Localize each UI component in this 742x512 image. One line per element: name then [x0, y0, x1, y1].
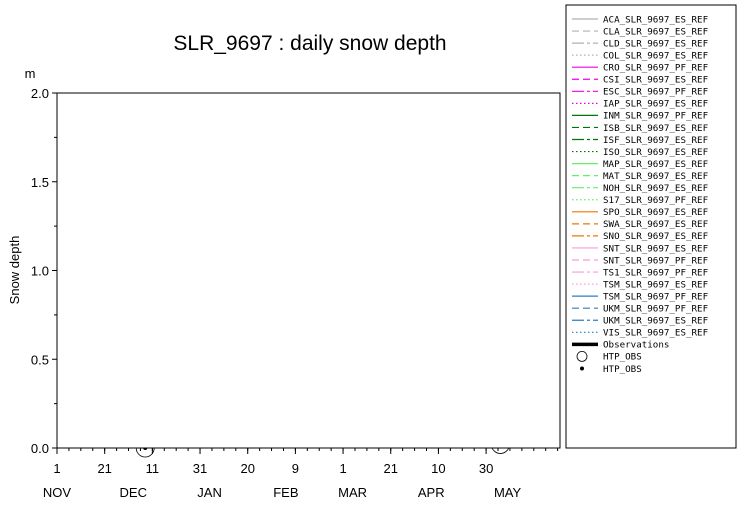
legend-label: ISF_SLR_9697_ES_REF — [603, 135, 708, 146]
legend-label: S17_SLR_9697_PF_REF — [603, 195, 708, 206]
legend-label: UKM_SLR_9697_PF_REF — [603, 304, 708, 315]
legend-label: HTP_OBS — [603, 364, 642, 375]
x-month-label: NOV — [43, 485, 72, 500]
y-tick-label: 1.0 — [31, 264, 49, 279]
legend-label: VIS_SLR_9697_ES_REF — [603, 328, 708, 339]
legend-label: TS1_SLR_9697_PF_REF — [603, 267, 708, 278]
legend-label: COL_SLR_9697_ES_REF — [603, 50, 708, 61]
legend-label: SWA_SLR_9697_ES_REF — [603, 219, 708, 230]
y-axis-unit: m — [25, 66, 36, 81]
legend-label: ISB_SLR_9697_ES_REF — [603, 123, 708, 134]
x-tick-label: 21 — [97, 461, 111, 476]
x-month-label: FEB — [273, 485, 298, 500]
legend-label: Observations — [603, 340, 669, 351]
legend: ACA_SLR_9697_ES_REFCLA_SLR_9697_ES_REFCL… — [565, 4, 737, 449]
x-month-label: APR — [418, 485, 445, 500]
legend-label: CLD_SLR_9697_ES_REF — [603, 38, 708, 49]
legend-label: SNT_SLR_9697_ES_REF — [603, 243, 708, 254]
legend-label: ISO_SLR_9697_ES_REF — [603, 147, 708, 158]
x-tick-label: 20 — [240, 461, 254, 476]
legend-label: SNT_SLR_9697_PF_REF — [603, 255, 708, 266]
x-month-label: JAN — [197, 485, 222, 500]
x-tick-label: 21 — [384, 461, 398, 476]
legend-label: TSM_SLR_9697_ES_REF — [603, 279, 708, 290]
legend-label: INM_SLR_9697_PF_REF — [603, 111, 708, 122]
legend-label: CSI_SLR_9697_ES_REF — [603, 75, 708, 86]
y-tick-label: 2.0 — [31, 86, 49, 101]
legend-label: MAT_SLR_9697_ES_REF — [603, 171, 708, 182]
x-tick-label: 30 — [479, 461, 493, 476]
legend-label: ACA_SLR_9697_ES_REF — [603, 14, 708, 25]
x-tick-label: 10 — [431, 461, 445, 476]
y-tick-label: 1.5 — [31, 175, 49, 190]
legend-label: IAP_SLR_9697_ES_REF — [603, 99, 708, 110]
legend-marker-dot — [580, 366, 584, 371]
x-tick-label: 1 — [53, 461, 60, 476]
legend-label: MAP_SLR_9697_ES_REF — [603, 159, 708, 170]
legend-label: CLA_SLR_9697_ES_REF — [603, 26, 708, 37]
x-tick-label: 9 — [292, 461, 299, 476]
x-month-label: MAY — [494, 485, 522, 500]
x-month-label: DEC — [120, 485, 147, 500]
x-tick-label: 1 — [339, 461, 346, 476]
legend-label: SNO_SLR_9697_ES_REF — [603, 231, 708, 242]
legend-label: CRO_SLR_9697_PF_REF — [603, 63, 708, 74]
legend-label: SPO_SLR_9697_ES_REF — [603, 207, 708, 218]
x-tick-label: 11 — [146, 461, 160, 476]
y-tick-label: 0.5 — [31, 352, 49, 367]
legend-label: NOH_SLR_9697_ES_REF — [603, 183, 708, 194]
legend-label: TSM_SLR_9697_PF_REF — [603, 291, 708, 302]
legend-label: UKM_SLR_9697_ES_REF — [603, 316, 708, 327]
x-tick-label: 31 — [193, 461, 207, 476]
axes: 0.0 0.5 1.0 1.5 2.0 1 21 11 31 20 9 1 21 10 30 NOV DEC JA… — [31, 86, 561, 500]
x-month-label: MAR — [338, 485, 367, 500]
legend-label: HTP_OBS — [603, 352, 642, 363]
legend-marker-circle — [576, 350, 588, 362]
chart-title: SLR_9697 : daily snow depth — [173, 32, 446, 55]
legend-label: ESC_SLR_9697_PF_REF — [603, 87, 708, 98]
y-tick-label: 0.0 — [31, 441, 49, 456]
plot-frame — [56, 92, 561, 449]
y-axis-label: Snow depth — [7, 236, 22, 305]
